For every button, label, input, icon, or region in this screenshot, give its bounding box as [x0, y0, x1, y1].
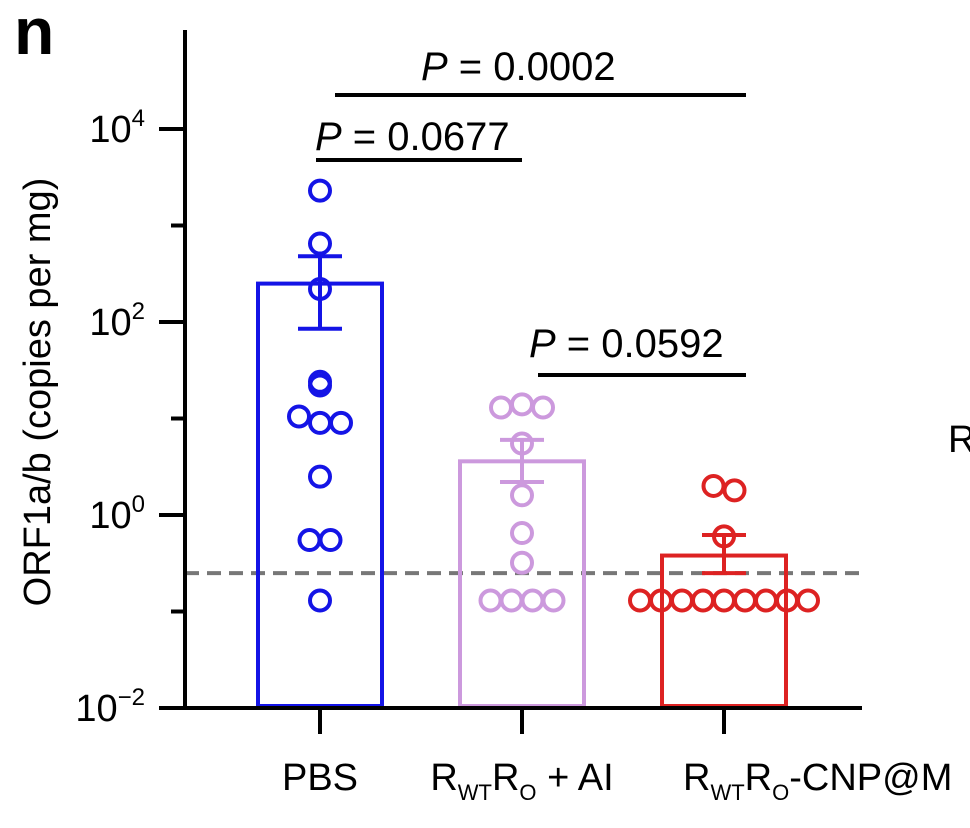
data-point: [308, 464, 332, 489]
data-point: [628, 588, 652, 613]
p-value-label: P = 0.0592: [529, 322, 724, 366]
data-point: [649, 588, 673, 613]
data-point: [712, 588, 736, 613]
data-point: [489, 395, 513, 420]
bar: [256, 281, 384, 708]
data-point: [733, 588, 757, 613]
data-point: [531, 395, 555, 420]
x-category-label: RWTRO + AI: [430, 757, 613, 805]
data-point: [297, 528, 322, 553]
data-point: [308, 178, 332, 203]
y-tick-label: 102: [89, 298, 145, 344]
data-point: [754, 588, 778, 613]
data-point: [308, 373, 332, 398]
data-point: [318, 528, 343, 553]
data-point: [308, 231, 332, 256]
y-axis-title: ORF1a/b (copies per mg): [17, 178, 59, 607]
data-point: [510, 483, 534, 508]
panel-label: n: [14, 0, 54, 68]
edge-text: R: [948, 419, 970, 461]
y-tick-label: 10−2: [75, 684, 145, 730]
data-point: [478, 588, 503, 613]
data-point: [308, 410, 332, 435]
data-point: [287, 404, 311, 429]
x-category-label: RWTRO-CNP@M: [683, 757, 952, 805]
data-point: [510, 392, 534, 417]
data-point: [308, 588, 332, 613]
data-point: [796, 588, 820, 613]
data-point: [541, 588, 566, 613]
data-point: [329, 410, 353, 435]
data-point: [775, 588, 799, 613]
data-point: [701, 473, 726, 498]
p-value-label: P = 0.0002: [421, 45, 616, 89]
data-point: [670, 588, 694, 613]
data-point: [722, 478, 747, 503]
data-point: [691, 588, 715, 613]
data-point: [499, 588, 524, 613]
p-value-label: P = 0.0677: [315, 115, 510, 159]
bar: [660, 553, 788, 709]
x-category-label: PBS: [282, 757, 358, 799]
data-point: [510, 550, 534, 575]
data-point: [510, 521, 534, 546]
data-point: [520, 588, 545, 613]
y-tick-label: 100: [89, 491, 145, 537]
y-tick-label: 104: [89, 105, 145, 151]
